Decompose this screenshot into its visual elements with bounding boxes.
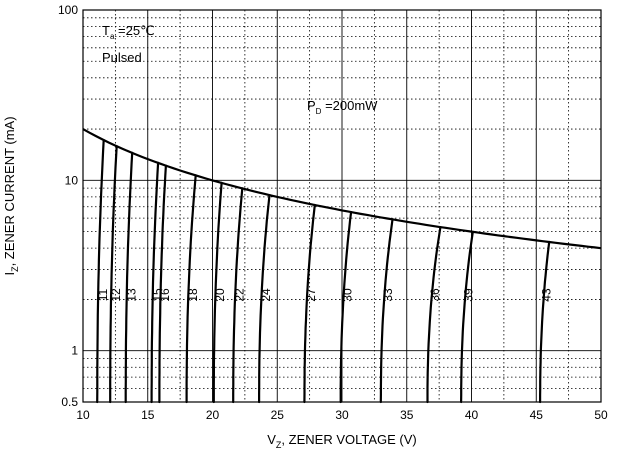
zener-curve-15	[150, 161, 160, 404]
x-tick-label: 40	[465, 408, 479, 422]
zener-curve-33	[379, 218, 394, 404]
curve-label-22: 22	[233, 288, 247, 302]
curve-label-36: 36	[428, 288, 442, 302]
x-tick-label: 50	[594, 408, 608, 422]
curve-label-24: 24	[259, 288, 273, 302]
x-tick-labels: 10 15 20 25 30 35 40 45 50	[76, 408, 608, 422]
y-tick-labels: 0.5 1 10 100	[58, 3, 78, 409]
zener-curve-11	[96, 139, 105, 404]
x-tick-label: 10	[76, 408, 90, 422]
x-tick-label: 20	[206, 408, 220, 422]
x-tick-label: 35	[400, 408, 414, 422]
power-limit-curve	[82, 128, 602, 250]
temperature-annotation: Ta =25℃	[102, 23, 155, 41]
zener-curve-22	[232, 187, 244, 404]
y-tick-label: 1	[71, 344, 78, 358]
x-tick-label: 25	[271, 408, 285, 422]
y-axis-title: IZ, ZENER CURRENT (mA)	[2, 116, 20, 275]
power-dissipation-annotation: PD =200mW	[307, 98, 378, 116]
y-tick-label: 10	[65, 173, 79, 187]
curve-label-13: 13	[124, 288, 138, 302]
curve-label-43: 43	[540, 288, 554, 302]
zener-curves	[96, 139, 551, 404]
zener-curve-12	[109, 145, 118, 404]
y-tick-label: 100	[58, 3, 78, 17]
zener-curve-20	[212, 181, 223, 404]
x-tick-label: 30	[335, 408, 349, 422]
curve-label-30: 30	[340, 288, 354, 302]
zener-curve-39	[460, 230, 474, 404]
curve-label-15: 15	[150, 288, 164, 302]
zener-curve-13	[124, 151, 134, 404]
zener-curve-27	[303, 203, 316, 404]
y-tick-label: 0.5	[61, 395, 78, 409]
plot-frame	[82, 9, 602, 403]
curve-label-33: 33	[381, 288, 395, 302]
curve-label-18: 18	[186, 288, 200, 302]
zener-curve-16	[158, 164, 167, 404]
curve-label-27: 27	[304, 288, 318, 302]
zener-curve-18	[185, 174, 197, 404]
zener-curve-30	[339, 211, 353, 404]
zener-curve-36	[426, 226, 442, 404]
curve-label-20: 20	[213, 288, 227, 302]
x-tick-label: 15	[141, 408, 155, 422]
x-axis-title: VZ, ZENER VOLTAGE (V)	[267, 432, 417, 450]
zener-curve-24	[258, 194, 271, 404]
power-limit-line	[82, 128, 602, 250]
curve-label-12: 12	[109, 288, 123, 302]
curve-label-16: 16	[158, 288, 172, 302]
pulsed-annotation: Pulsed	[102, 50, 142, 65]
zener-curve-43	[539, 240, 551, 404]
x-tick-label: 45	[530, 408, 544, 422]
curve-label-11: 11	[96, 288, 110, 301]
curve-label-39: 39	[461, 288, 475, 302]
